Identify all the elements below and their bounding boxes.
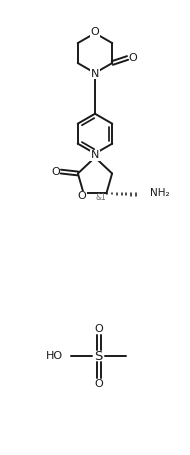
Text: N: N [91,151,99,161]
Text: HO: HO [46,351,63,361]
Text: NH₂: NH₂ [150,188,170,198]
Text: S: S [95,350,103,363]
Text: O: O [51,167,60,177]
Text: O: O [91,27,99,37]
Text: O: O [128,53,137,63]
Text: O: O [94,324,103,334]
Text: O: O [94,379,103,389]
Text: O: O [77,191,86,201]
Text: N: N [91,69,99,79]
Text: &1: &1 [96,193,106,202]
